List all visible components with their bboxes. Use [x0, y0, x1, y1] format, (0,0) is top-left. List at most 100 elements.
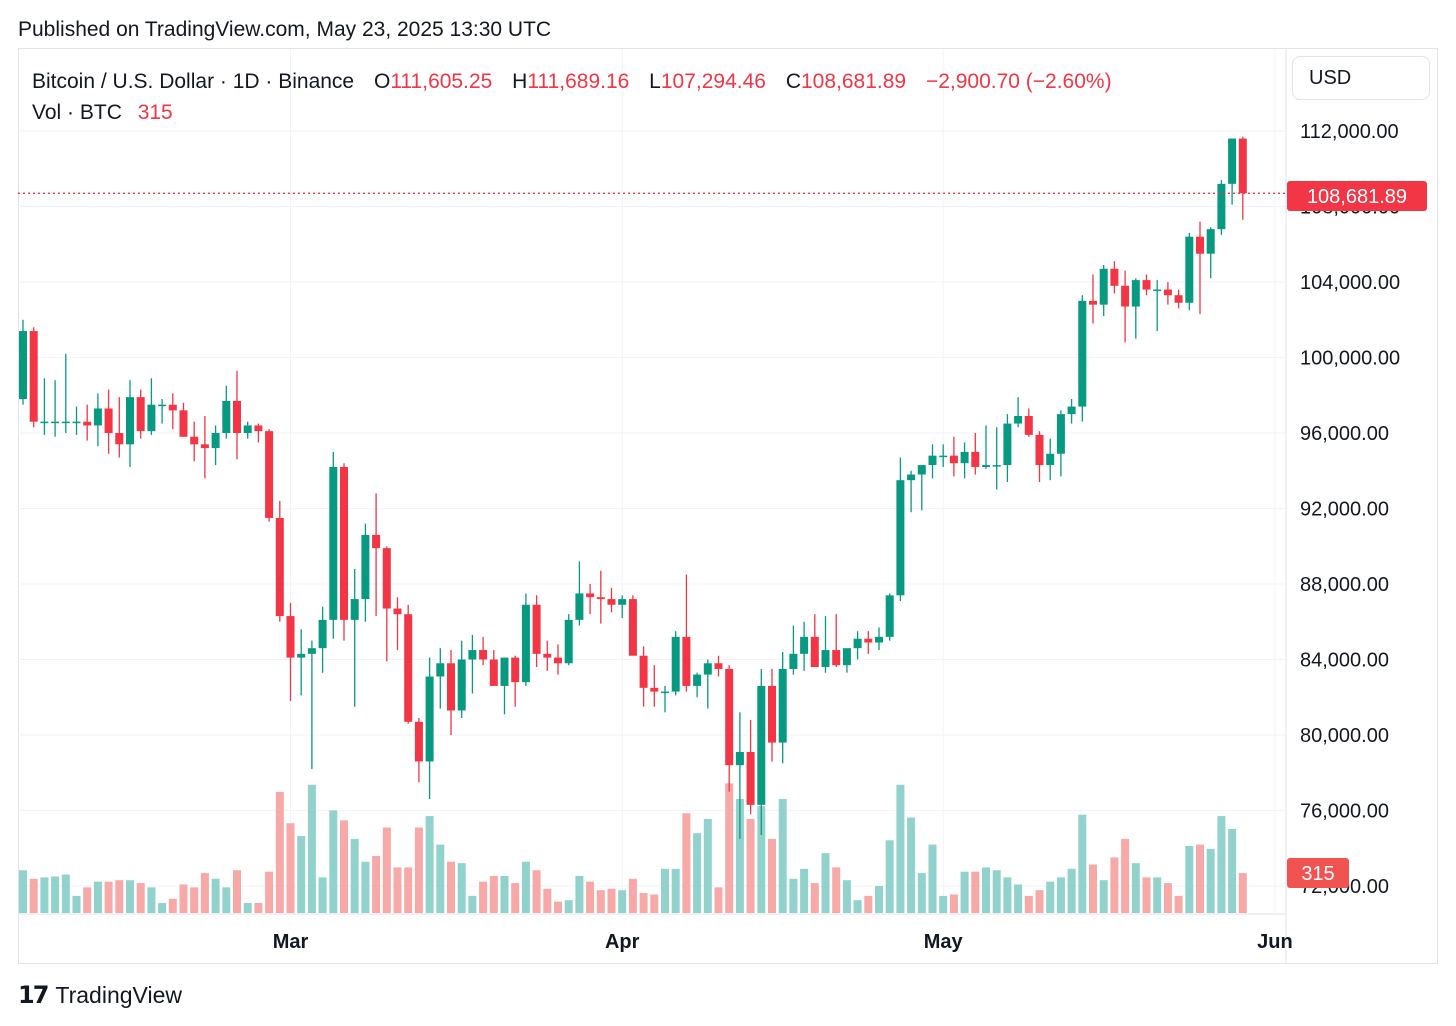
- volume-bar: [768, 838, 776, 913]
- candle-body: [618, 599, 627, 605]
- volume-bar: [222, 887, 231, 913]
- volume-bar: [340, 820, 348, 913]
- volume-bar: [800, 868, 809, 913]
- volume-bar: [939, 895, 948, 913]
- volume-bar: [1078, 814, 1087, 913]
- candle-body: [543, 653, 552, 658]
- x-tick-label: Jun: [1257, 931, 1293, 953]
- volume-bar: [425, 816, 434, 913]
- candle-body: [628, 599, 637, 656]
- candle-body: [682, 636, 691, 686]
- candle-body: [778, 668, 787, 743]
- volume-bar: [1163, 883, 1172, 913]
- volume-bar: [703, 818, 712, 913]
- volume-value: 315: [137, 101, 173, 124]
- candle: [425, 657, 434, 800]
- volume-bar: [372, 856, 381, 913]
- candle: [1206, 227, 1215, 279]
- volume-bar: [1121, 838, 1130, 913]
- candle-body: [29, 331, 38, 422]
- candle: [1099, 265, 1108, 316]
- volume-bar: [992, 870, 1001, 913]
- candle-body: [147, 404, 156, 432]
- candle-body: [1121, 285, 1130, 307]
- candle-body: [1206, 229, 1215, 254]
- candle: [960, 442, 969, 479]
- y-tick-label: 76,000.00: [1300, 801, 1389, 823]
- volume-bar: [1206, 848, 1215, 913]
- candle-body: [243, 425, 252, 433]
- open-value: 111,605.25: [390, 70, 493, 93]
- chart-frame: [18, 48, 1438, 964]
- candle: [885, 593, 894, 641]
- candle: [939, 444, 948, 467]
- candle: [735, 712, 744, 839]
- symbol-title[interactable]: Bitcoin / U.S. Dollar · 1D · Binance: [32, 70, 355, 93]
- candle-body: [61, 421, 70, 424]
- candle: [586, 584, 595, 615]
- current-price-label: 108,681.89: [1307, 186, 1407, 208]
- x-tick-label: Apr: [605, 931, 640, 953]
- candle: [19, 319, 27, 405]
- candle-body: [1174, 295, 1183, 303]
- volume-bar: [168, 898, 177, 913]
- candle: [800, 621, 809, 671]
- volume-bar: [361, 861, 370, 913]
- candle-body: [1056, 414, 1065, 454]
- candle-body: [489, 659, 498, 686]
- candle: [447, 650, 455, 735]
- candle: [1003, 414, 1012, 483]
- candle: [618, 595, 627, 618]
- volume-bar: [521, 861, 530, 913]
- candle: [1089, 274, 1097, 324]
- candle: [126, 380, 134, 467]
- volume-bar: [832, 867, 841, 913]
- volume-bar: [907, 817, 916, 913]
- volume-bar: [1089, 864, 1097, 913]
- candle: [51, 380, 60, 437]
- candle-body: [479, 650, 488, 660]
- candle-body: [382, 548, 391, 609]
- volume-bar: [147, 887, 156, 913]
- candle: [436, 648, 445, 709]
- open-label: O: [373, 70, 391, 93]
- volume-bar: [447, 861, 455, 913]
- candle: [650, 665, 659, 707]
- candle-body: [1067, 406, 1076, 415]
- y-tick-label: 80,000.00: [1300, 725, 1389, 747]
- currency-button[interactable]: USD: [1292, 56, 1430, 100]
- tradingview-footer[interactable]: 17 TradingView: [18, 981, 182, 1009]
- volume-bar: [126, 880, 134, 913]
- high-value: 111,689.16: [527, 70, 630, 93]
- candle-body: [286, 616, 295, 658]
- volume-bar: [393, 867, 402, 913]
- volume-bar: [789, 878, 798, 913]
- volume-bars: [19, 783, 1247, 913]
- candle: [1078, 295, 1087, 422]
- legend-ohlc-row: Bitcoin / U.S. Dollar · 1D · Binance O11…: [32, 66, 1112, 97]
- candle-body: [436, 663, 445, 677]
- candle: [382, 546, 391, 662]
- volume-bar: [554, 901, 562, 913]
- volume-bar: [543, 888, 552, 913]
- candle-body: [254, 425, 263, 432]
- candle: [511, 655, 520, 707]
- candle: [746, 719, 755, 815]
- candle-body: [1196, 236, 1204, 254]
- candle: [1131, 278, 1140, 339]
- candle: [1142, 274, 1151, 296]
- candle-body: [500, 657, 509, 686]
- volume-bar: [575, 875, 584, 913]
- candle: [703, 659, 712, 709]
- candle: [372, 493, 381, 617]
- candle-body: [83, 421, 92, 426]
- candle-body: [275, 517, 284, 617]
- legend-volume-row: Vol · BTC 315: [32, 97, 1112, 128]
- volume-bar: [286, 823, 295, 913]
- candle-body: [1014, 416, 1023, 424]
- y-tick-label: 96,000.00: [1300, 423, 1389, 445]
- candle-body: [340, 466, 348, 620]
- candle-body: [746, 751, 755, 805]
- volume-bar: [243, 903, 252, 913]
